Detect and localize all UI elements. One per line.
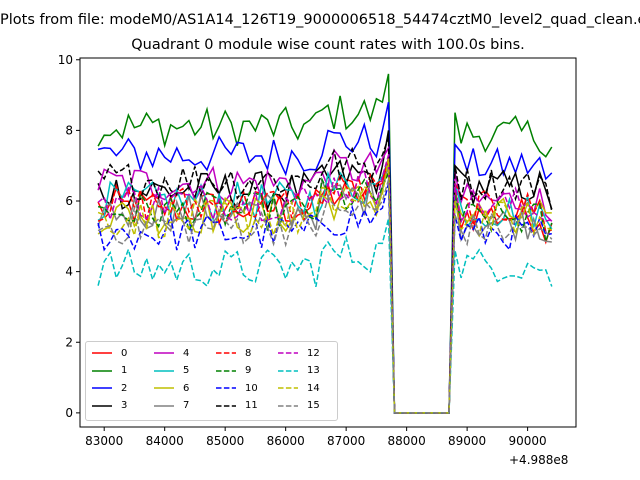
y-tick-label: 0: [65, 406, 73, 420]
legend-item-0: 0: [91, 346, 127, 360]
legend-swatch: [216, 387, 236, 389]
legend-item-7: 7: [153, 399, 189, 413]
x-tick-label: 88000: [388, 434, 426, 448]
y-tick-label: 6: [65, 194, 73, 208]
legend-label: 4: [183, 347, 190, 359]
legend-item-14: 14: [277, 381, 320, 395]
legend-label: 8: [245, 347, 252, 359]
y-tick-label: 8: [65, 123, 73, 137]
figure-super-title: Plots from file: modeM0/AS1A14_126T19_90…: [0, 12, 640, 28]
y-tick-label: 4: [65, 265, 73, 279]
legend-item-4: 4: [153, 346, 189, 360]
series-line-10: [97, 183, 552, 414]
legend-item-8: 8: [215, 346, 251, 360]
series-line-11: [97, 137, 553, 414]
legend-swatch: [92, 369, 112, 372]
legend-swatch: [216, 369, 236, 372]
series-line-12: [97, 154, 552, 414]
legend-item-12: 12: [277, 346, 320, 360]
legend-swatch: [154, 404, 174, 407]
legend-label: 13: [307, 365, 320, 376]
legend-item-9: 9: [215, 364, 251, 378]
legend-swatch: [154, 387, 174, 389]
series-line-2: [97, 101, 553, 414]
legend-label: 9: [245, 365, 252, 376]
legend-item-10: 10: [215, 381, 258, 395]
legend-swatch: [278, 369, 298, 372]
legend-swatch: [154, 369, 174, 372]
x-offset-label: +4.988e8: [509, 453, 569, 467]
legend-swatch: [154, 352, 174, 354]
legend-item-13: 13: [277, 364, 320, 378]
x-tick-label: 84000: [146, 434, 184, 448]
legend-swatch: [278, 387, 298, 389]
legend: 0 1 2 3 4 5 6 7 8 9 10 11 12 13 14 15: [85, 341, 338, 421]
x-tick-label: 90000: [509, 434, 547, 448]
series-line-13: [97, 218, 553, 414]
legend-label: 10: [245, 382, 258, 394]
legend-label: 1: [121, 365, 128, 376]
legend-item-2: 2: [91, 381, 127, 395]
legend-swatch: [216, 404, 236, 407]
chart-title: Quadrant 0 module wise count rates with …: [131, 37, 525, 53]
legend-item-5: 5: [153, 364, 189, 378]
legend-label: 14: [307, 382, 320, 394]
x-tick-label: 83000: [85, 434, 123, 448]
series-line-1: [97, 73, 553, 414]
legend-swatch: [92, 404, 112, 407]
legend-label: 6: [183, 382, 190, 394]
x-axis: 83000 84000 85000 86000 87000 88000 89000 90000: [85, 427, 547, 448]
legend-item-1: 1: [91, 364, 127, 378]
x-tick-label: 85000: [206, 434, 244, 448]
plot-area-frame: [79, 57, 577, 428]
legend-swatch: [278, 404, 298, 407]
legend-label: 0: [121, 347, 128, 359]
x-tick-label: 87000: [327, 434, 365, 448]
legend-label: 5: [183, 365, 190, 376]
y-tick-label: 2: [65, 335, 73, 349]
legend-swatch: [92, 352, 112, 354]
series-line-15: [97, 179, 553, 414]
legend-item-15: 15: [277, 399, 320, 413]
y-axis: 0 2 4 6 8 10: [58, 53, 80, 420]
legend-label: 15: [307, 400, 320, 411]
legend-label: 11: [245, 400, 258, 411]
legend-label: 12: [307, 347, 320, 359]
legend-item-11: 11: [215, 399, 258, 413]
legend-label: 7: [183, 400, 190, 411]
legend-label: 2: [121, 382, 128, 394]
x-tick-label: 86000: [267, 434, 305, 448]
series-line-8: [97, 158, 553, 414]
series-line-9: [97, 172, 553, 414]
x-tick-label: 89000: [448, 434, 486, 448]
y-tick-label: 10: [58, 53, 73, 67]
legend-swatch: [278, 352, 298, 354]
legend-item-6: 6: [153, 381, 189, 395]
legend-swatch: [92, 387, 112, 389]
legend-swatch: [216, 352, 236, 354]
series-lines: [97, 73, 553, 414]
legend-item-3: 3: [91, 399, 127, 413]
legend-label: 3: [121, 400, 128, 411]
